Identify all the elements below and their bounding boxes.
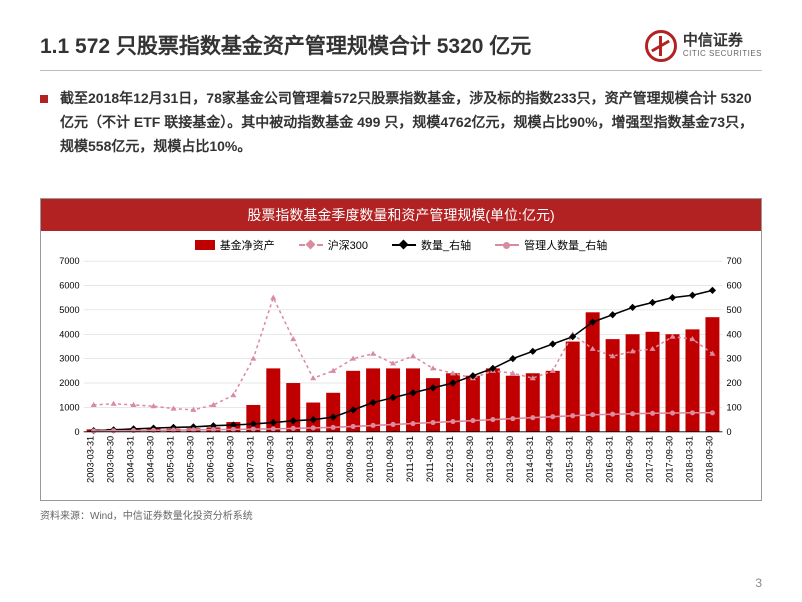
legend-swatch-bar [195, 240, 215, 250]
svg-text:600: 600 [726, 281, 741, 291]
svg-text:2003-03-31: 2003-03-31 [86, 436, 96, 483]
svg-text:6000: 6000 [59, 281, 79, 291]
svg-text:2004-09-30: 2004-09-30 [146, 436, 156, 483]
svg-text:500: 500 [726, 305, 741, 315]
body-paragraph: 截至2018年12月31日，78家基金公司管理着572只股票指数基金，涉及标的指… [40, 87, 762, 158]
svg-text:2015-09-30: 2015-09-30 [585, 436, 595, 483]
svg-text:2006-03-31: 2006-03-31 [205, 436, 215, 483]
svg-text:2008-03-31: 2008-03-31 [285, 436, 295, 483]
svg-text:2017-03-31: 2017-03-31 [645, 436, 655, 483]
chart-legend: 基金净资产 沪深300 数量_右轴 管理人数量_右轴 [45, 237, 757, 253]
header-divider [40, 70, 762, 71]
svg-text:2013-09-30: 2013-09-30 [505, 436, 515, 483]
chart-title: 股票指数基金季度数量和资产管理规模(单位:亿元) [40, 198, 762, 231]
svg-text:2015-03-31: 2015-03-31 [565, 436, 575, 483]
svg-text:7000: 7000 [59, 257, 79, 266]
svg-text:2016-09-30: 2016-09-30 [625, 436, 635, 483]
body-text: 截至2018年12月31日，78家基金公司管理着572只股票指数基金，涉及标的指… [60, 87, 762, 158]
legend-swatch-count [392, 244, 416, 246]
source-text: 资料来源：Wind，中信证券数量化投资分析系统 [40, 507, 762, 522]
svg-text:400: 400 [726, 330, 741, 340]
svg-text:2013-03-31: 2013-03-31 [485, 436, 495, 483]
legend-label-0: 基金净资产 [220, 237, 275, 253]
svg-text:2007-03-31: 2007-03-31 [245, 436, 255, 483]
legend-count: 数量_右轴 [392, 237, 471, 253]
svg-text:2014-09-30: 2014-09-30 [545, 436, 555, 483]
bullet-icon [40, 95, 48, 103]
svg-text:0: 0 [75, 427, 80, 437]
svg-text:2016-03-31: 2016-03-31 [605, 436, 615, 483]
svg-text:2006-09-30: 2006-09-30 [225, 436, 235, 483]
svg-text:2000: 2000 [59, 378, 79, 388]
logo-text-cn: 中信证券 [683, 33, 762, 50]
svg-text:2012-03-31: 2012-03-31 [445, 436, 455, 483]
svg-text:2004-03-31: 2004-03-31 [126, 436, 136, 483]
svg-text:2007-09-30: 2007-09-30 [265, 436, 275, 483]
svg-text:2011-03-31: 2011-03-31 [405, 436, 415, 482]
company-logo: 中信证券 CITIC SECURITIES [645, 30, 762, 62]
chart-container: 基金净资产 沪深300 数量_右轴 管理人数量_右轴 0 100 [40, 231, 762, 501]
svg-text:0: 0 [726, 427, 731, 437]
svg-text:2012-09-30: 2012-09-30 [465, 436, 475, 483]
svg-text:2010-09-30: 2010-09-30 [385, 436, 395, 483]
page-number: 3 [755, 576, 762, 590]
svg-text:2008-09-30: 2008-09-30 [305, 436, 315, 483]
page-title: 1.1 572 只股票指数基金资产管理规模合计 5320 亿元 [40, 30, 645, 60]
svg-text:2014-03-31: 2014-03-31 [525, 436, 535, 483]
svg-text:2003-09-30: 2003-09-30 [106, 436, 116, 483]
svg-text:5000: 5000 [59, 305, 79, 315]
svg-text:2005-09-30: 2005-09-30 [185, 436, 195, 483]
chart-plot: 0 1000 2000 3000 4000 5000 6000 7000 0 100 200 300 4… [45, 257, 757, 487]
svg-text:200: 200 [726, 378, 741, 388]
legend-label-1: 沪深300 [328, 237, 368, 253]
logo-icon [645, 30, 677, 62]
svg-text:300: 300 [726, 354, 741, 364]
svg-text:2011-09-30: 2011-09-30 [425, 436, 435, 482]
legend-label-2: 数量_右轴 [421, 237, 471, 253]
svg-text:3000: 3000 [59, 354, 79, 364]
svg-text:2018-09-30: 2018-09-30 [704, 436, 714, 483]
legend-bar: 基金净资产 [195, 237, 275, 253]
svg-text:2010-03-31: 2010-03-31 [365, 436, 375, 483]
svg-text:700: 700 [726, 257, 741, 266]
logo-text-en: CITIC SECURITIES [683, 50, 762, 59]
svg-text:100: 100 [726, 403, 741, 413]
svg-text:1000: 1000 [59, 403, 79, 413]
svg-text:2017-09-30: 2017-09-30 [665, 436, 675, 483]
svg-text:2018-03-31: 2018-03-31 [684, 436, 694, 483]
legend-label-3: 管理人数量_右轴 [524, 237, 607, 253]
svg-text:4000: 4000 [59, 330, 79, 340]
svg-text:2009-03-31: 2009-03-31 [325, 436, 335, 483]
legend-hs300: 沪深300 [299, 237, 368, 253]
svg-text:2005-03-31: 2005-03-31 [165, 436, 175, 483]
legend-swatch-mgr [495, 244, 519, 246]
svg-text:2009-09-30: 2009-09-30 [345, 436, 355, 483]
legend-swatch-hs300 [299, 244, 323, 246]
legend-mgr: 管理人数量_右轴 [495, 237, 607, 253]
